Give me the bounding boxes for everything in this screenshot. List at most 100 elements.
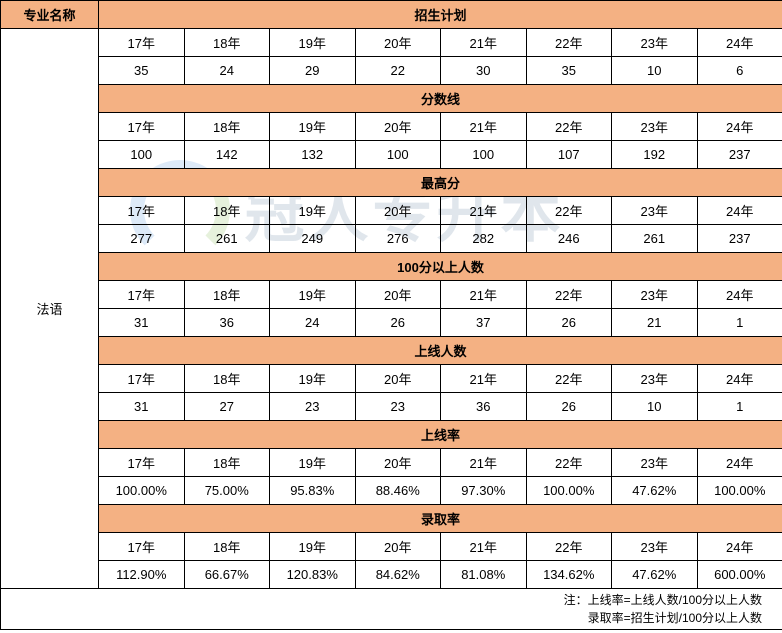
value-cell: 22 xyxy=(355,57,441,85)
value-cell: 95.83% xyxy=(270,477,356,505)
major-value: 法语 xyxy=(1,29,99,589)
value-cell: 600.00% xyxy=(697,561,782,589)
value-cell: 276 xyxy=(355,225,441,253)
year-cell: 20年 xyxy=(355,533,441,561)
value-cell: 261 xyxy=(612,225,698,253)
year-cell: 23年 xyxy=(612,365,698,393)
value-cell: 84.62% xyxy=(355,561,441,589)
year-cell: 22年 xyxy=(526,365,612,393)
value-cell: 107 xyxy=(526,141,612,169)
value-cell: 26 xyxy=(526,393,612,421)
value-cell: 132 xyxy=(270,141,356,169)
year-cell: 17年 xyxy=(99,449,185,477)
year-cell: 20年 xyxy=(355,365,441,393)
year-cell: 23年 xyxy=(612,113,698,141)
value-cell: 261 xyxy=(184,225,270,253)
year-cell: 18年 xyxy=(184,197,270,225)
value-cell: 31 xyxy=(99,309,185,337)
section-header-0: 招生计划 xyxy=(99,1,782,29)
year-cell: 19年 xyxy=(270,449,356,477)
year-cell: 21年 xyxy=(441,113,527,141)
year-cell: 17年 xyxy=(99,29,185,57)
value-cell: 142 xyxy=(184,141,270,169)
year-cell: 20年 xyxy=(355,449,441,477)
value-cell: 26 xyxy=(526,309,612,337)
value-cell: 27 xyxy=(184,393,270,421)
value-cell: 100 xyxy=(355,141,441,169)
year-cell: 17年 xyxy=(99,533,185,561)
year-cell: 23年 xyxy=(612,449,698,477)
year-cell: 23年 xyxy=(612,281,698,309)
value-cell: 282 xyxy=(441,225,527,253)
value-cell: 249 xyxy=(270,225,356,253)
year-cell: 24年 xyxy=(697,197,782,225)
value-cell: 100.00% xyxy=(697,477,782,505)
year-cell: 20年 xyxy=(355,281,441,309)
value-cell: 26 xyxy=(355,309,441,337)
value-cell: 37 xyxy=(441,309,527,337)
value-cell: 112.90% xyxy=(99,561,185,589)
year-cell: 22年 xyxy=(526,113,612,141)
value-cell: 24 xyxy=(270,309,356,337)
year-cell: 19年 xyxy=(270,281,356,309)
section-header-6: 录取率 xyxy=(99,505,782,533)
value-cell: 81.08% xyxy=(441,561,527,589)
year-cell: 21年 xyxy=(441,197,527,225)
year-cell: 24年 xyxy=(697,533,782,561)
year-cell: 21年 xyxy=(441,365,527,393)
year-cell: 20年 xyxy=(355,29,441,57)
year-cell: 21年 xyxy=(441,29,527,57)
value-cell: 100 xyxy=(441,141,527,169)
year-cell: 21年 xyxy=(441,533,527,561)
note-row: 注：上线率=上线人数/100分以上人数录取率=招生计划/100分以上人数 xyxy=(1,589,782,630)
value-cell: 36 xyxy=(184,309,270,337)
year-cell: 18年 xyxy=(184,29,270,57)
year-cell: 23年 xyxy=(612,197,698,225)
value-cell: 29 xyxy=(270,57,356,85)
year-cell: 23年 xyxy=(612,29,698,57)
year-cell: 22年 xyxy=(526,281,612,309)
value-cell: 237 xyxy=(697,141,782,169)
year-cell: 22年 xyxy=(526,449,612,477)
year-cell: 24年 xyxy=(697,365,782,393)
value-cell: 36 xyxy=(441,393,527,421)
admission-data-table: 专业名称招生计划法语17年18年19年20年21年22年23年24年352429… xyxy=(0,0,782,630)
value-cell: 35 xyxy=(526,57,612,85)
year-cell: 24年 xyxy=(697,29,782,57)
year-cell: 22年 xyxy=(526,197,612,225)
value-cell: 35 xyxy=(99,57,185,85)
year-cell: 21年 xyxy=(441,449,527,477)
value-cell: 1 xyxy=(697,393,782,421)
year-cell: 22年 xyxy=(526,533,612,561)
value-cell: 100 xyxy=(99,141,185,169)
year-cell: 21年 xyxy=(441,281,527,309)
value-cell: 237 xyxy=(697,225,782,253)
value-cell: 24 xyxy=(184,57,270,85)
year-cell: 19年 xyxy=(270,533,356,561)
major-name-header: 专业名称 xyxy=(1,1,99,29)
year-cell: 18年 xyxy=(184,449,270,477)
value-cell: 23 xyxy=(355,393,441,421)
year-cell: 18年 xyxy=(184,365,270,393)
year-cell: 20年 xyxy=(355,113,441,141)
value-cell: 30 xyxy=(441,57,527,85)
section-header-1: 分数线 xyxy=(99,85,782,113)
section-header-4: 上线人数 xyxy=(99,337,782,365)
value-cell: 1 xyxy=(697,309,782,337)
value-cell: 192 xyxy=(612,141,698,169)
value-cell: 100.00% xyxy=(99,477,185,505)
value-cell: 120.83% xyxy=(270,561,356,589)
section-header-3: 100分以上人数 xyxy=(99,253,782,281)
year-cell: 18年 xyxy=(184,533,270,561)
value-cell: 75.00% xyxy=(184,477,270,505)
year-cell: 24年 xyxy=(697,449,782,477)
value-cell: 47.62% xyxy=(612,561,698,589)
section-header-2: 最高分 xyxy=(99,169,782,197)
data-table-container: 专业名称招生计划法语17年18年19年20年21年22年23年24年352429… xyxy=(0,0,782,630)
value-cell: 10 xyxy=(612,393,698,421)
value-cell: 277 xyxy=(99,225,185,253)
value-cell: 6 xyxy=(697,57,782,85)
value-cell: 31 xyxy=(99,393,185,421)
year-cell: 19年 xyxy=(270,29,356,57)
value-cell: 88.46% xyxy=(355,477,441,505)
